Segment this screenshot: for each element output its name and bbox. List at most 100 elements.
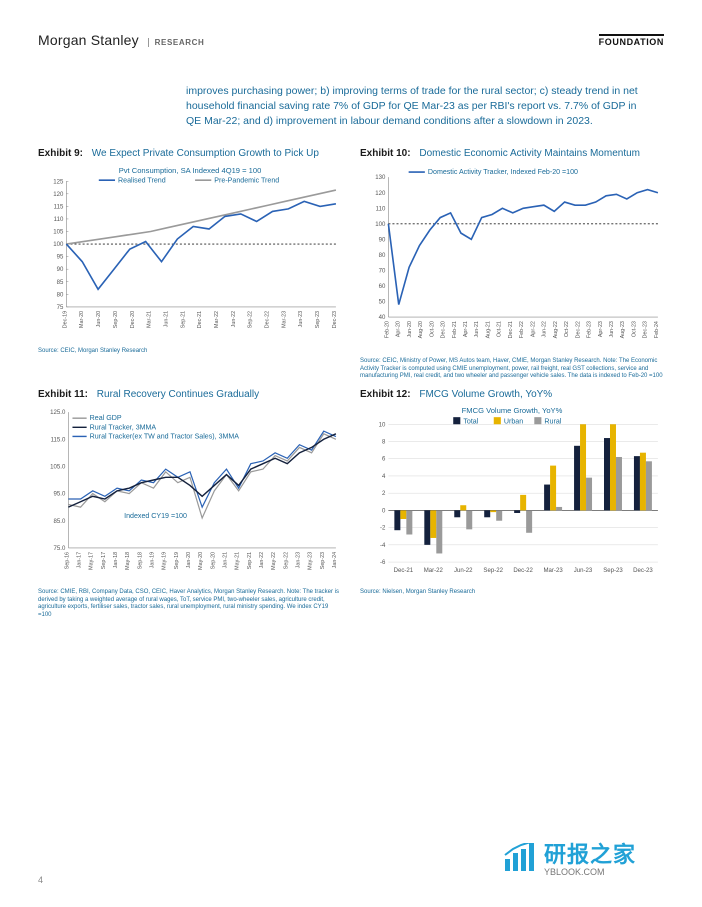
svg-text:50: 50	[379, 299, 386, 305]
charts-grid: Exhibit 9: We Expect Private Consumption…	[38, 148, 664, 619]
svg-text:Dec-21: Dec-21	[197, 311, 203, 328]
svg-text:Sep-21: Sep-21	[247, 552, 253, 569]
svg-text:40: 40	[379, 315, 386, 321]
svg-text:Dec-20: Dec-20	[441, 321, 447, 338]
svg-text:Rural: Rural	[544, 417, 561, 425]
svg-text:Oct-21: Oct-21	[497, 321, 503, 337]
svg-text:Aug-22: Aug-22	[553, 321, 559, 338]
svg-text:115.0: 115.0	[51, 437, 66, 443]
svg-text:Apr-23: Apr-23	[598, 321, 604, 337]
svg-text:Dec-23: Dec-23	[643, 321, 649, 338]
svg-text:90: 90	[379, 237, 386, 243]
svg-text:Aug-21: Aug-21	[485, 321, 491, 338]
svg-text:May-18: May-18	[125, 552, 131, 570]
watermark-cn: 研报之家	[544, 837, 636, 869]
svg-text:4: 4	[382, 474, 386, 480]
svg-text:Jun-22: Jun-22	[454, 568, 473, 574]
svg-text:Domestic Activity Tracker, Ind: Domestic Activity Tracker, Indexed Feb-2…	[428, 168, 578, 176]
watermark: 研报之家 YBLOOK.COM	[504, 837, 636, 877]
svg-text:110: 110	[54, 217, 64, 223]
svg-text:75.0: 75.0	[54, 546, 66, 552]
svg-text:Mar-21: Mar-21	[147, 311, 153, 328]
svg-text:Jan-19: Jan-19	[150, 552, 156, 568]
svg-text:100: 100	[53, 242, 64, 248]
svg-text:Sep-16: Sep-16	[64, 552, 70, 569]
svg-text:Sep-19: Sep-19	[174, 552, 180, 569]
svg-text:8: 8	[382, 439, 386, 445]
svg-text:Oct-20: Oct-20	[429, 321, 435, 337]
svg-text:May-22: May-22	[271, 552, 277, 570]
svg-text:90: 90	[57, 267, 64, 273]
svg-text:May-17: May-17	[89, 552, 95, 570]
svg-text:May-21: May-21	[235, 552, 241, 570]
svg-text:115: 115	[54, 204, 64, 210]
exhibit-9: Exhibit 9: We Expect Private Consumption…	[38, 148, 342, 381]
svg-text:Dec-22: Dec-22	[513, 568, 533, 574]
svg-text:Real GDP: Real GDP	[90, 414, 122, 422]
svg-text:May-19: May-19	[162, 552, 168, 570]
svg-text:Rural Tracker(ex TW and Tracto: Rural Tracker(ex TW and Tractor Sales), …	[90, 432, 240, 440]
exhibit-10-source: Source: CEIC, Ministry of Power, MS Auto…	[360, 358, 664, 381]
svg-text:Feb-24: Feb-24	[654, 321, 660, 338]
svg-text:Jun-20: Jun-20	[96, 311, 102, 327]
svg-text:Dec-23: Dec-23	[332, 311, 338, 328]
svg-text:Aug-23: Aug-23	[620, 321, 626, 338]
svg-text:Jan-22: Jan-22	[259, 552, 265, 568]
page-number: 4	[38, 875, 43, 885]
svg-text:6: 6	[382, 456, 386, 462]
exhibit-10-title: Exhibit 10: Domestic Economic Activity M…	[360, 148, 664, 159]
svg-text:Sep-22: Sep-22	[483, 568, 503, 574]
exhibit-12-chart: -6-4-20246810Dec-21Mar-22Jun-22Sep-22Dec…	[360, 404, 664, 586]
exhibit-9-number: Exhibit 9:	[38, 148, 83, 159]
brand-name: Morgan Stanley	[38, 32, 139, 48]
svg-text:Pvt Consumption, SA Indexed 4Q: Pvt Consumption, SA Indexed 4Q19 = 100	[119, 166, 262, 175]
exhibit-12-number: Exhibit 12:	[360, 389, 411, 400]
svg-text:2: 2	[382, 491, 386, 497]
svg-text:Dec-22: Dec-22	[265, 311, 271, 328]
exhibit-11-title: Exhibit 11: Rural Recovery Continues Gra…	[38, 389, 342, 400]
svg-text:Mar-22: Mar-22	[214, 311, 220, 328]
svg-text:Total: Total	[463, 417, 478, 425]
svg-text:Sep-23: Sep-23	[315, 311, 321, 328]
svg-text:125: 125	[53, 179, 64, 185]
svg-text:130: 130	[375, 175, 386, 181]
svg-text:-2: -2	[380, 525, 386, 531]
svg-text:Dec-22: Dec-22	[575, 321, 581, 338]
svg-text:Jan-17: Jan-17	[77, 552, 83, 568]
svg-text:Rural Tracker, 3MMA: Rural Tracker, 3MMA	[90, 423, 157, 431]
svg-text:-6: -6	[380, 560, 386, 566]
exhibit-12: Exhibit 12: FMCG Volume Growth, YoY% -6-…	[360, 389, 664, 619]
svg-text:Pre-Pandemic Trend: Pre-Pandemic Trend	[214, 176, 279, 184]
svg-text:Jun-20: Jun-20	[407, 321, 413, 337]
svg-text:Dec-19: Dec-19	[62, 311, 68, 328]
svg-text:Sep-23: Sep-23	[320, 552, 326, 569]
svg-text:May-20: May-20	[198, 552, 204, 570]
svg-text:Jun-23: Jun-23	[298, 311, 304, 327]
svg-text:Urban: Urban	[504, 417, 523, 425]
svg-text:80: 80	[57, 292, 64, 298]
svg-text:May-23: May-23	[308, 552, 314, 570]
svg-text:60: 60	[379, 284, 386, 290]
svg-text:Dec-21: Dec-21	[394, 568, 414, 574]
exhibit-11: Exhibit 11: Rural Recovery Continues Gra…	[38, 389, 342, 619]
svg-text:120: 120	[375, 190, 386, 196]
svg-text:70: 70	[379, 268, 386, 274]
svg-text:Indexed CY19 =100: Indexed CY19 =100	[124, 512, 187, 520]
svg-text:Jan-20: Jan-20	[186, 552, 192, 568]
watermark-text: 研报之家 YBLOOK.COM	[544, 837, 636, 877]
svg-text:Feb-22: Feb-22	[519, 321, 525, 338]
svg-text:Sep-17: Sep-17	[101, 552, 107, 569]
svg-text:Realised Trend: Realised Trend	[118, 176, 166, 184]
exhibit-9-source: Source: CEIC, Morgan Stanley Research	[38, 348, 342, 356]
svg-text:105: 105	[53, 229, 64, 235]
exhibit-9-title: Exhibit 9: We Expect Private Consumption…	[38, 148, 342, 159]
exhibit-10-number: Exhibit 10:	[360, 148, 411, 159]
exhibit-11-number: Exhibit 11:	[38, 389, 88, 400]
svg-text:10: 10	[379, 422, 386, 428]
svg-text:Dec-21: Dec-21	[508, 321, 514, 338]
page-header: Morgan Stanley RESEARCH FOUNDATION	[38, 32, 664, 48]
svg-text:Sep-20: Sep-20	[113, 311, 119, 328]
svg-text:Apr-21: Apr-21	[463, 321, 469, 337]
svg-text:Jan-24: Jan-24	[332, 552, 338, 568]
exhibit-11-chart: 75.085.095.0105.0115.0125.0Sep-16Jan-17M…	[38, 404, 342, 586]
